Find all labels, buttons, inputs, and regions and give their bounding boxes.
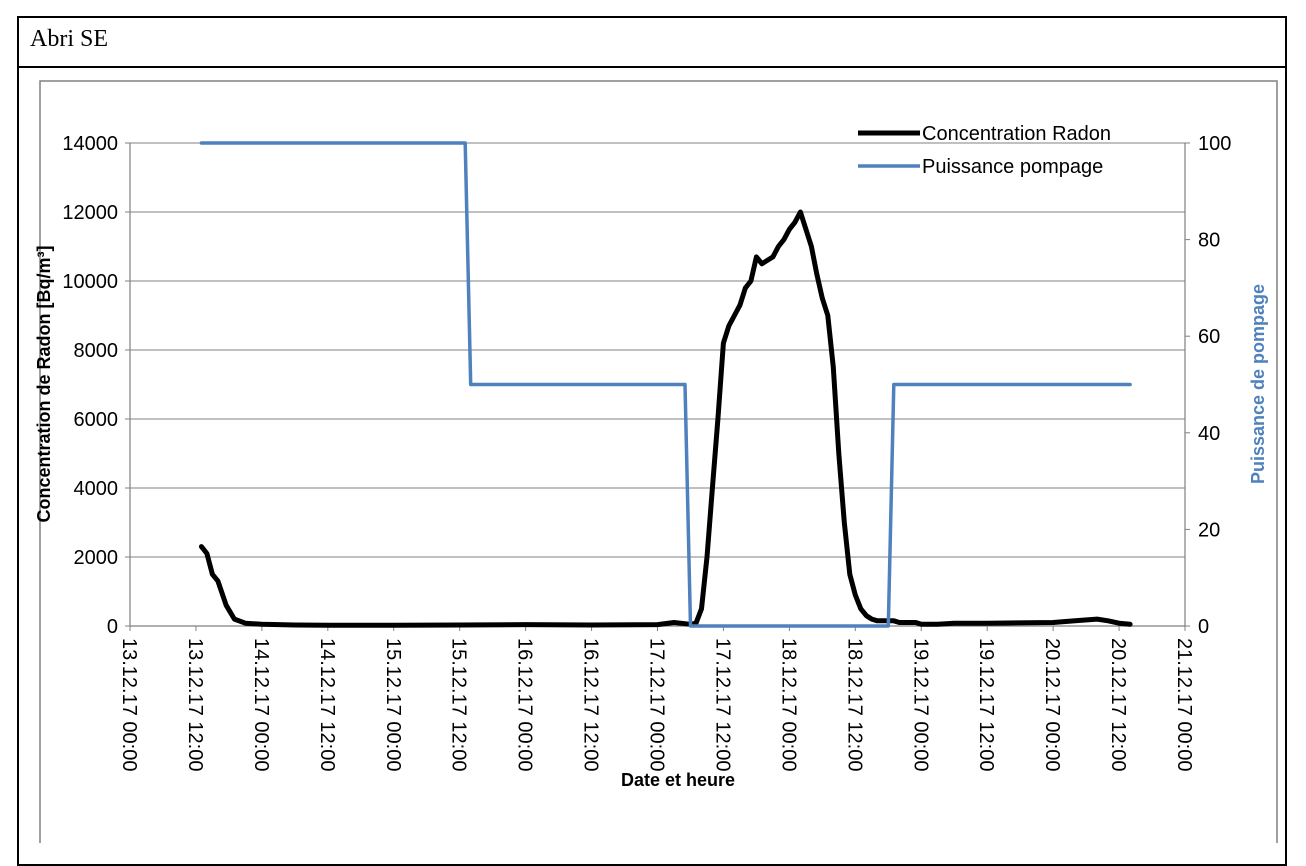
- x-tick-label: 20.12.17 00:00: [1041, 638, 1063, 771]
- y-right-tick-label: 0: [1198, 616, 1209, 638]
- section-title: Abri SE: [30, 26, 108, 52]
- y-left-tick-label: 4000: [74, 478, 119, 500]
- table-row-divider: [19, 66, 1285, 68]
- y-right-tick-label: 100: [1198, 133, 1231, 155]
- radon-series-line: [198, 209, 1133, 628]
- pump-series-line: [199, 141, 1132, 628]
- x-tick-label: 19.12.17 00:00: [909, 638, 931, 771]
- x-tick-label: 21.12.17 00:00: [1173, 638, 1195, 771]
- x-axis-ticks: 13.12.17 00:00 13.12.17 12:00 14.12.17 00:…: [118, 626, 1195, 771]
- left-axis-ticks: 0 2000 4000 6000 8000 10000 12000 14000: [62, 133, 130, 638]
- y-left-tick-label: 2000: [74, 547, 119, 569]
- y-right-tick-label: 20: [1198, 519, 1220, 541]
- x-tick-label: 17.12.17 12:00: [711, 638, 733, 771]
- x-axis-title: Date et heure: [621, 770, 735, 790]
- y-left-tick-label: 10000: [62, 271, 118, 293]
- x-tick-label: 13.12.17 12:00: [184, 638, 206, 771]
- chart: 0 2000 4000 6000 8000 10000 12000 14000 0 20 40 60…: [34, 80, 1278, 843]
- table-border-left: [17, 66, 19, 846]
- x-tick-label: 14.12.17 00:00: [250, 638, 272, 771]
- x-tick-label: 17.12.17 00:00: [646, 638, 668, 771]
- y-right-tick-label: 40: [1198, 423, 1220, 445]
- right-axis-ticks: 0 20 40 60 80 100: [1185, 133, 1231, 638]
- x-tick-label: 14.12.17 12:00: [316, 638, 338, 771]
- y-axis-left-title: Concentration de Radon [Bq/m³]: [34, 246, 54, 523]
- y-left-tick-label: 6000: [74, 409, 119, 431]
- y-right-tick-label: 60: [1198, 326, 1220, 348]
- legend-label: Puissance pompage: [922, 156, 1103, 178]
- x-tick-label: 15.12.17 12:00: [448, 638, 470, 771]
- x-tick-label: 19.12.17 12:00: [975, 638, 997, 771]
- x-tick-label: 16.12.17 00:00: [514, 638, 536, 771]
- y-right-tick-label: 80: [1198, 230, 1220, 252]
- series: [198, 141, 1133, 628]
- chart-area-border: [39, 80, 1278, 843]
- x-tick-label: 18.12.17 12:00: [843, 638, 865, 771]
- x-tick-label: 20.12.17 12:00: [1107, 638, 1129, 771]
- y-left-tick-label: 12000: [62, 202, 118, 224]
- x-tick-label: 13.12.17 00:00: [118, 638, 140, 771]
- y-axis-right-title: Puissance de pompage: [1248, 284, 1268, 484]
- x-tick-label: 18.12.17 00:00: [777, 638, 799, 771]
- x-tick-label: 15.12.17 00:00: [382, 638, 404, 771]
- x-tick-label: 16.12.17 12:00: [580, 638, 602, 771]
- y-left-tick-label: 14000: [62, 133, 118, 155]
- y-left-tick-label: 8000: [74, 340, 119, 362]
- legend-label: Concentration Radon: [922, 123, 1111, 145]
- y-left-tick-label: 0: [107, 616, 118, 638]
- legend: Concentration Radon Puissance pompage: [858, 123, 1111, 178]
